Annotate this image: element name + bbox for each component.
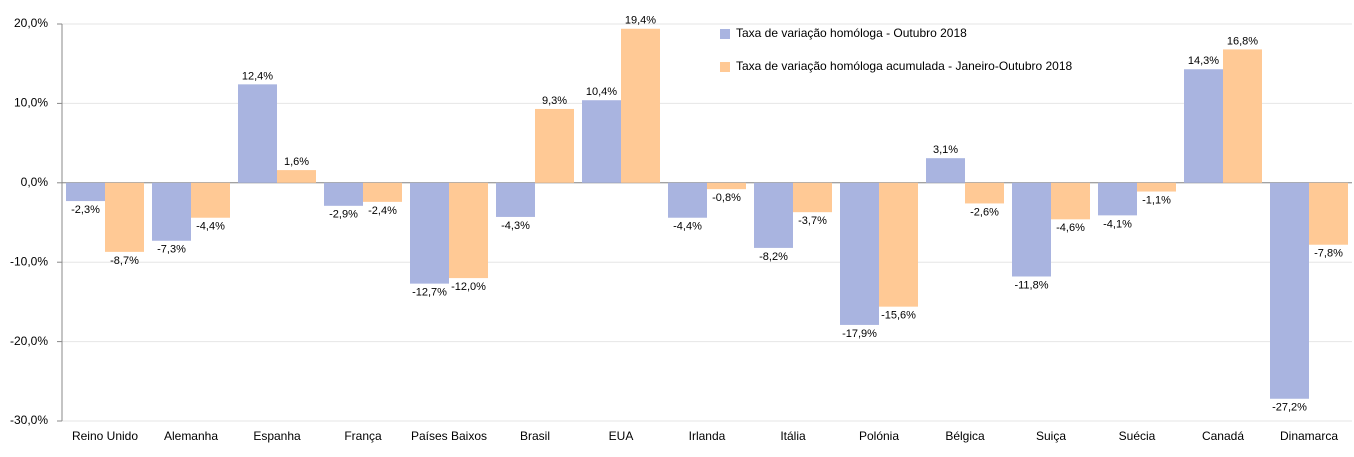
value-label: 9,3% <box>542 95 567 107</box>
value-label: -15,6% <box>881 310 916 322</box>
y-tick-label: -20,0% <box>10 334 48 348</box>
value-label: 14,3% <box>1188 55 1219 67</box>
bar <box>191 182 230 218</box>
value-label: 19,4% <box>625 15 656 27</box>
x-tick-label: Canadá <box>1202 429 1244 443</box>
legend-label: Taxa de variação homóloga acumulada - Ja… <box>736 59 1073 73</box>
bar <box>410 182 449 284</box>
x-tick-label: Brasil <box>520 429 550 443</box>
bar <box>707 182 746 190</box>
value-label: -2,9% <box>329 209 358 221</box>
bar <box>1270 182 1309 399</box>
legend-swatch <box>720 29 730 39</box>
value-label: -8,7% <box>110 255 139 267</box>
bar <box>926 158 965 183</box>
x-tick-label: Espanha <box>253 429 301 443</box>
x-tick-label: Bélgica <box>945 429 985 443</box>
value-label: -3,7% <box>798 215 827 227</box>
bar <box>879 182 918 307</box>
value-label: -17,9% <box>842 328 877 340</box>
x-tick-label: Alemanha <box>164 429 218 443</box>
bar <box>1223 49 1262 183</box>
bar <box>754 182 793 248</box>
bar <box>105 182 144 252</box>
y-tick-label: 20,0% <box>14 16 48 30</box>
bar <box>324 182 363 206</box>
y-tick-label: 0,0% <box>21 175 49 189</box>
value-label: 1,6% <box>284 156 309 168</box>
x-tick-label: Dinamarca <box>1280 429 1338 443</box>
y-tick-label: -30,0% <box>10 413 48 427</box>
bar <box>1184 69 1223 183</box>
x-tick-label: EUA <box>609 429 634 443</box>
bar <box>840 182 879 325</box>
value-label: 16,8% <box>1227 35 1258 47</box>
value-label: -4,6% <box>1056 222 1085 234</box>
bar <box>449 182 488 279</box>
value-label: 10,4% <box>586 86 617 98</box>
x-tick-label: Irlanda <box>689 429 726 443</box>
value-label: -12,0% <box>451 281 486 293</box>
value-label: -0,8% <box>712 192 741 204</box>
x-tick-label: Polónia <box>859 429 899 443</box>
y-tick-label: 10,0% <box>14 96 48 110</box>
x-tick-label: Países Baixos <box>411 429 487 443</box>
value-label: -7,3% <box>157 244 186 256</box>
value-label: -4,1% <box>1103 218 1132 230</box>
value-label: -2,6% <box>970 206 999 218</box>
bar <box>1051 182 1090 220</box>
x-tick-label: França <box>344 429 382 443</box>
value-label: 12,4% <box>242 70 273 82</box>
value-label: -12,7% <box>412 287 447 299</box>
value-label: -2,3% <box>71 204 100 216</box>
bar <box>66 182 105 202</box>
bar <box>1012 182 1051 277</box>
x-tick-label: Itália <box>780 429 806 443</box>
bar <box>238 84 277 183</box>
x-tick-label: Suiça <box>1036 429 1066 443</box>
bar <box>1098 182 1137 216</box>
bar <box>152 182 191 241</box>
value-label: -1,1% <box>1142 194 1171 206</box>
value-label: -11,8% <box>1014 279 1048 291</box>
y-tick-label: -10,0% <box>10 254 48 268</box>
value-label: -4,4% <box>673 221 702 233</box>
bar <box>965 182 1004 204</box>
bar <box>582 100 621 183</box>
value-label: -7,8% <box>1314 248 1343 260</box>
value-label: 3,1% <box>933 144 958 156</box>
bar <box>535 108 574 183</box>
bar <box>668 182 707 218</box>
bar <box>621 28 660 183</box>
legend-label: Taxa de variação homóloga - Outubro 2018 <box>736 26 967 40</box>
bar <box>793 182 832 213</box>
bar <box>363 182 402 202</box>
bar <box>1137 182 1176 192</box>
x-tick-label: Reino Unido <box>72 429 138 443</box>
bar <box>1309 182 1348 245</box>
bar <box>496 182 535 217</box>
value-label: -4,4% <box>196 221 225 233</box>
value-label: -8,2% <box>759 251 788 263</box>
value-label: -4,3% <box>501 220 530 232</box>
legend-swatch <box>720 62 730 72</box>
bar <box>277 170 316 183</box>
x-tick-label: Suécia <box>1119 429 1156 443</box>
value-label: -27,2% <box>1272 402 1307 414</box>
value-label: -2,4% <box>368 205 397 217</box>
